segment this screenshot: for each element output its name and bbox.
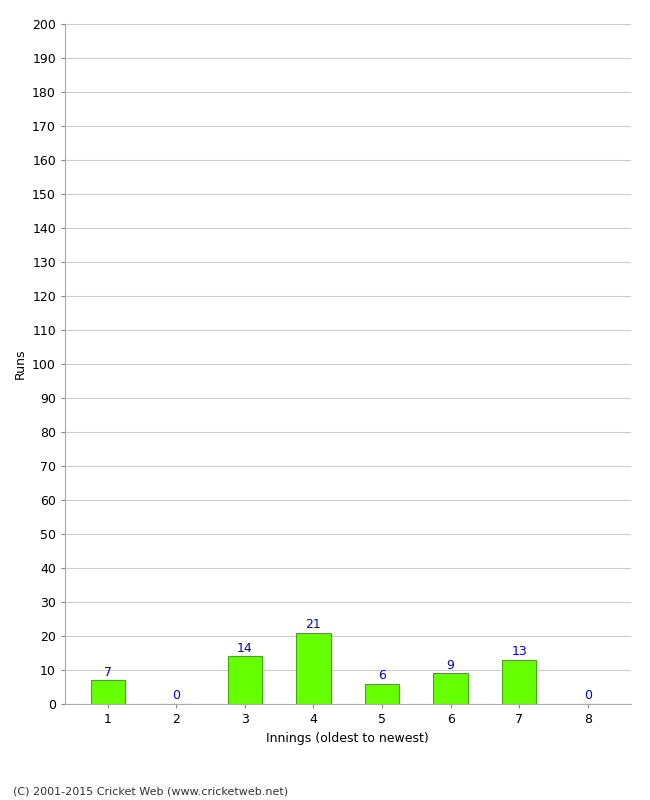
Text: 0: 0 [584,690,592,702]
Text: 6: 6 [378,669,386,682]
Bar [227,656,262,704]
Y-axis label: Runs: Runs [14,349,27,379]
Bar [365,683,399,704]
Text: 13: 13 [512,645,527,658]
Text: 0: 0 [172,690,181,702]
Text: (C) 2001-2015 Cricket Web (www.cricketweb.net): (C) 2001-2015 Cricket Web (www.cricketwe… [13,786,288,796]
X-axis label: Innings (oldest to newest): Innings (oldest to newest) [266,731,429,745]
Text: 14: 14 [237,642,253,654]
Text: 9: 9 [447,658,454,672]
Bar [434,674,468,704]
Bar [502,660,536,704]
Bar [91,680,125,704]
Text: 21: 21 [306,618,321,631]
Bar [296,633,331,704]
Text: 7: 7 [104,666,112,678]
